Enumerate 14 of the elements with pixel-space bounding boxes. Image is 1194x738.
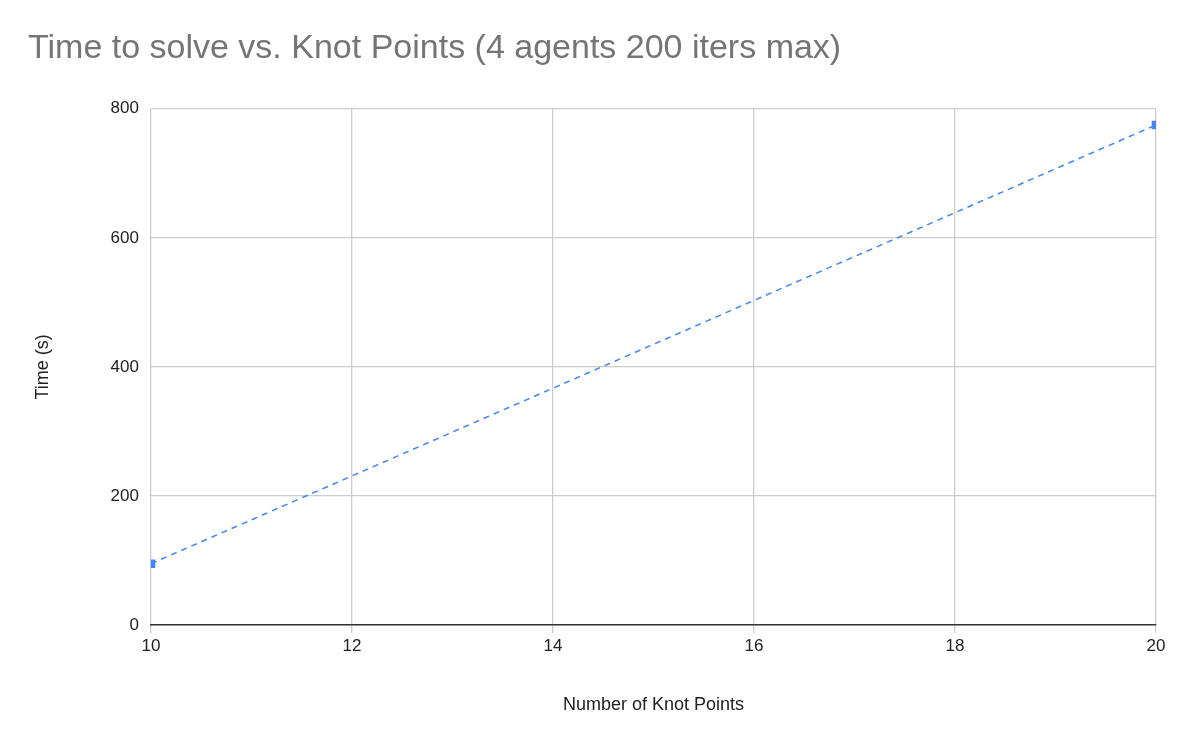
chart-title: Time to solve vs. Knot Points (4 agents 200 iters max) [28,26,842,65]
y-axis-title: Time (s) [31,334,52,400]
x-tick-label: 12 [342,635,362,655]
x-tick-label: 14 [543,635,563,655]
y-tick-label: 800 [110,98,139,118]
y-tick-label: 400 [110,356,139,376]
x-tick-label: 16 [744,635,764,655]
y-tick-label: 0 [129,614,139,634]
x-tick-label: 20 [1146,635,1166,655]
x-tick-label: 10 [141,635,161,655]
y-tick-label: 600 [110,227,139,247]
y-tick-label: 200 [110,485,139,505]
x-tick-label: 18 [945,635,965,655]
x-axis-title: Number of Knot Points [562,694,745,715]
